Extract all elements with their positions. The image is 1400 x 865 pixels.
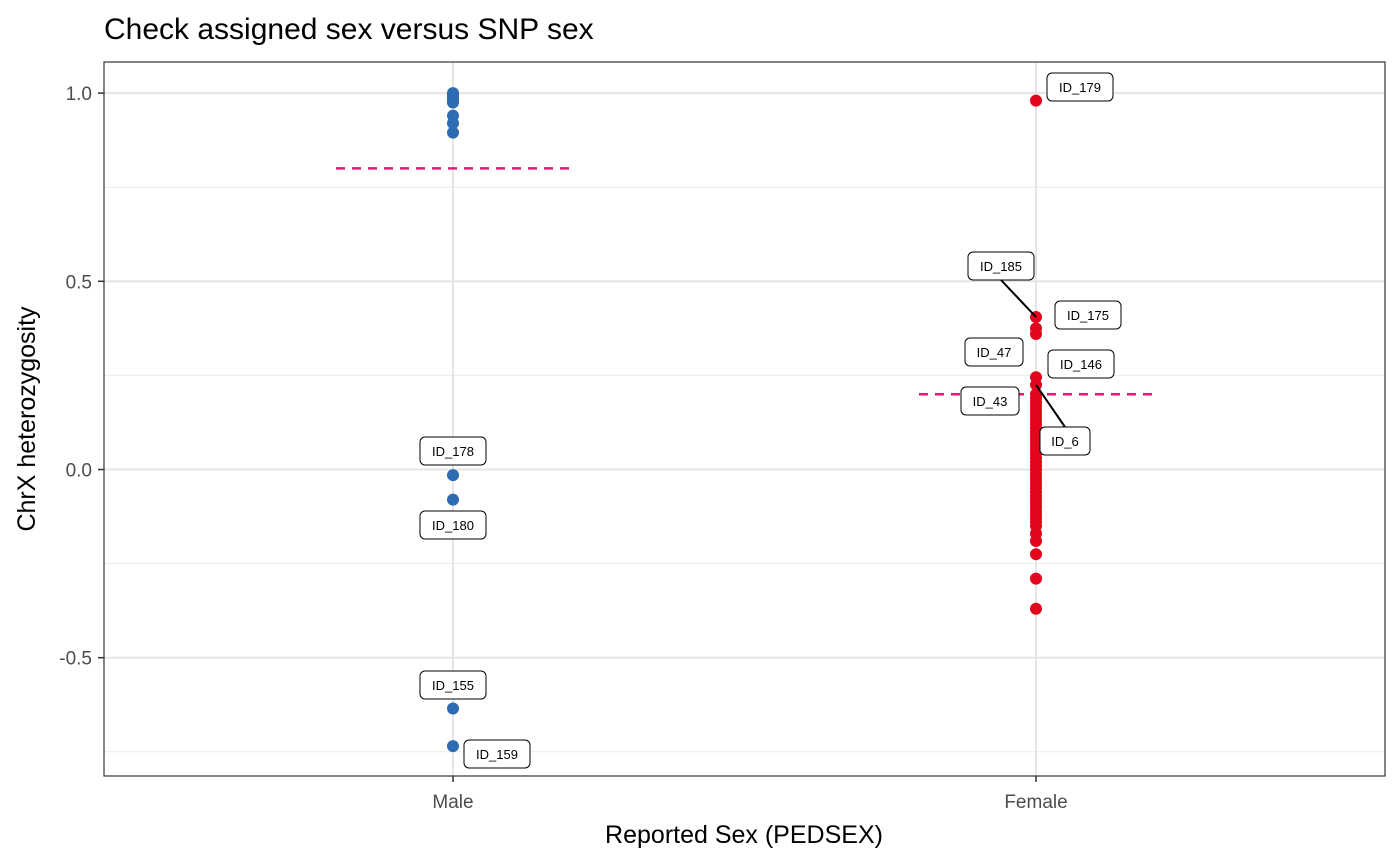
point-label-box: [419, 670, 487, 700]
point-label: ID_180: [432, 518, 474, 533]
data-point: [1030, 602, 1042, 615]
panel-background: [104, 62, 1385, 776]
y-axis-title: ChrX heterozygosity: [13, 306, 41, 532]
point-label-box: [1047, 349, 1115, 379]
point-label: ID_47: [977, 345, 1012, 360]
point-label-box: [1039, 426, 1091, 456]
point-label: ID_6: [1051, 434, 1078, 449]
point-label: ID_43: [973, 394, 1008, 409]
point-label: ID_159: [476, 747, 518, 762]
chart-title: Check assigned sex versus SNP sex: [104, 13, 594, 46]
point-label-box: [463, 739, 531, 769]
point-label: ID_175: [1067, 308, 1109, 323]
plot-panel: ID_179 ID_185 ID_175 ID_47 ID_146 ID_43 ID_6 ID…: [59, 61, 1386, 813]
data-point: [447, 469, 459, 482]
data-point: [1030, 535, 1042, 548]
point-label: ID_185: [980, 259, 1022, 274]
data-point: [447, 96, 459, 109]
y-tick-label: 1.0: [66, 84, 92, 105]
data-point: [447, 740, 459, 753]
y-tick-label: 0.0: [66, 461, 92, 482]
label-leader-line: [1000, 279, 1037, 318]
data-point: [447, 702, 459, 715]
point-label-box: [964, 337, 1024, 367]
point-label-box: [419, 436, 487, 466]
data-point: [1030, 327, 1042, 340]
data-point: [1030, 572, 1042, 585]
point-label: ID_179: [1059, 80, 1101, 95]
point-label: ID_146: [1060, 357, 1102, 372]
x-axis-title: Reported Sex (PEDSEX): [605, 821, 883, 849]
point-label-box: [1046, 72, 1114, 102]
point-label-box: [419, 510, 487, 540]
point-label-box: [960, 386, 1020, 416]
point-label-box: [1054, 300, 1122, 330]
x-tick-label: Male: [432, 792, 473, 813]
label-leader-line: [1035, 384, 1066, 428]
point-label: ID_155: [432, 678, 474, 693]
data-point: [447, 126, 459, 139]
x-tick-label: Female: [1004, 792, 1067, 813]
point-label-box: [967, 251, 1035, 281]
y-tick-label: -0.5: [59, 649, 92, 670]
y-tick-label: 0.5: [66, 272, 92, 293]
data-point: [1030, 94, 1042, 107]
point-label: ID_178: [432, 444, 474, 459]
data-point: [447, 117, 459, 130]
data-point: [447, 493, 459, 506]
data-point: [1030, 548, 1042, 561]
panel-border: [103, 61, 1386, 777]
